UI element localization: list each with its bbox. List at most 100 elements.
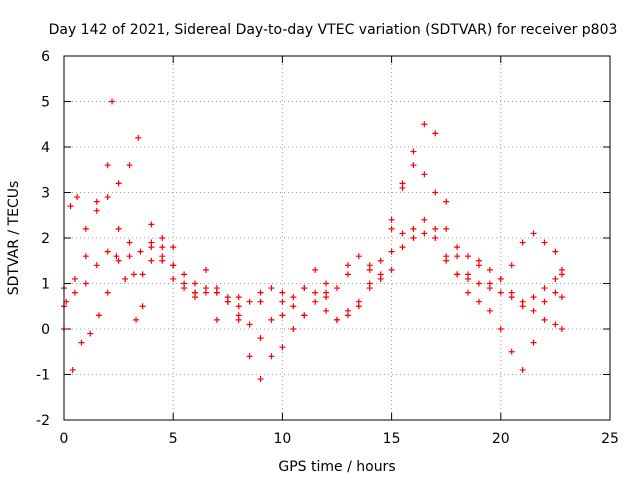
data-point (279, 312, 286, 319)
data-point (148, 257, 155, 264)
data-point (399, 180, 406, 187)
data-point (497, 289, 504, 296)
data-point (486, 285, 493, 292)
data-point (377, 257, 384, 264)
data-point (257, 298, 264, 305)
data-point (93, 207, 100, 214)
data-point (159, 253, 166, 260)
y-tick-label: -1 (36, 368, 50, 384)
data-point (421, 121, 428, 128)
data-series-3 (63, 216, 565, 373)
tick-labels: 0 5 10 15 20 25 -2 -1 0 1 2 3 4 5 6 (36, 49, 619, 447)
data-point (126, 253, 133, 260)
data-point (109, 98, 116, 105)
data-point (388, 266, 395, 273)
y-tick-label: 1 (41, 277, 50, 293)
data-point (454, 253, 461, 260)
data-point (541, 285, 548, 292)
data-point (192, 289, 199, 296)
data-point (432, 130, 439, 137)
data-point (552, 275, 559, 282)
data-point (334, 316, 340, 323)
data-point (181, 285, 188, 292)
data-point (508, 348, 515, 355)
data-point (334, 285, 340, 292)
data-point (388, 216, 395, 223)
data-point (475, 262, 482, 269)
data-point (497, 275, 504, 282)
data-point (465, 253, 472, 260)
data-point (279, 289, 286, 296)
data-point (126, 239, 133, 246)
data-point (465, 289, 472, 296)
data-point (530, 294, 537, 301)
data-point (290, 294, 297, 301)
data-point (235, 303, 242, 310)
data-point (497, 326, 504, 332)
data-point (355, 303, 362, 310)
data-point (410, 162, 417, 169)
data-point (78, 339, 85, 346)
data-point (552, 248, 559, 255)
data-point (133, 316, 140, 323)
data-points (61, 98, 565, 383)
data-point (432, 225, 439, 232)
data-point (290, 303, 297, 310)
data-point (312, 289, 319, 296)
data-point (67, 203, 74, 210)
x-tick-label: 20 (492, 431, 510, 447)
data-point (541, 316, 548, 323)
data-point (235, 294, 242, 301)
x-tick-label: 25 (601, 431, 619, 447)
data-point (558, 294, 565, 301)
data-point (115, 225, 122, 232)
data-point (224, 298, 231, 305)
plot-frame (63, 55, 611, 421)
data-point (139, 271, 146, 278)
y-axis-label: SDTVAR / TECUs (6, 181, 22, 296)
data-point (181, 271, 188, 278)
data-point (135, 134, 142, 141)
data-point (93, 262, 100, 269)
data-point (312, 266, 319, 273)
data-point (421, 216, 428, 223)
y-tick-label: -2 (36, 413, 50, 429)
data-point (465, 275, 472, 282)
data-point (113, 253, 120, 260)
data-point (213, 316, 220, 323)
data-point (170, 244, 177, 251)
data-point (104, 162, 111, 169)
y-tick-label: 5 (41, 95, 50, 111)
x-tick-label: 15 (383, 431, 401, 447)
data-point (541, 239, 548, 246)
y-tick-label: 6 (41, 49, 50, 65)
data-point (454, 244, 461, 251)
data-point (170, 262, 177, 269)
x-tick-label: 10 (273, 431, 291, 447)
data-point (508, 294, 515, 301)
data-point (323, 280, 330, 287)
data-point (399, 230, 406, 237)
data-point (279, 298, 286, 305)
data-point (257, 289, 264, 296)
chart-title: Day 142 of 2021, Sidereal Day-to-day VTE… (49, 22, 618, 38)
data-point (115, 257, 122, 264)
data-point (139, 303, 146, 310)
data-point (95, 312, 102, 319)
data-point (377, 271, 384, 278)
data-series-4 (61, 230, 565, 314)
data-point (558, 266, 565, 273)
data-point (355, 253, 362, 260)
data-point (443, 257, 450, 264)
data-point (410, 225, 417, 232)
data-point (268, 316, 275, 323)
data-point (74, 194, 81, 201)
data-point (246, 298, 253, 305)
data-point (552, 289, 559, 296)
data-point (246, 353, 253, 360)
data-point (475, 298, 482, 305)
data-point (82, 225, 89, 232)
y-tick-label: 2 (41, 231, 50, 247)
data-point (388, 225, 395, 232)
